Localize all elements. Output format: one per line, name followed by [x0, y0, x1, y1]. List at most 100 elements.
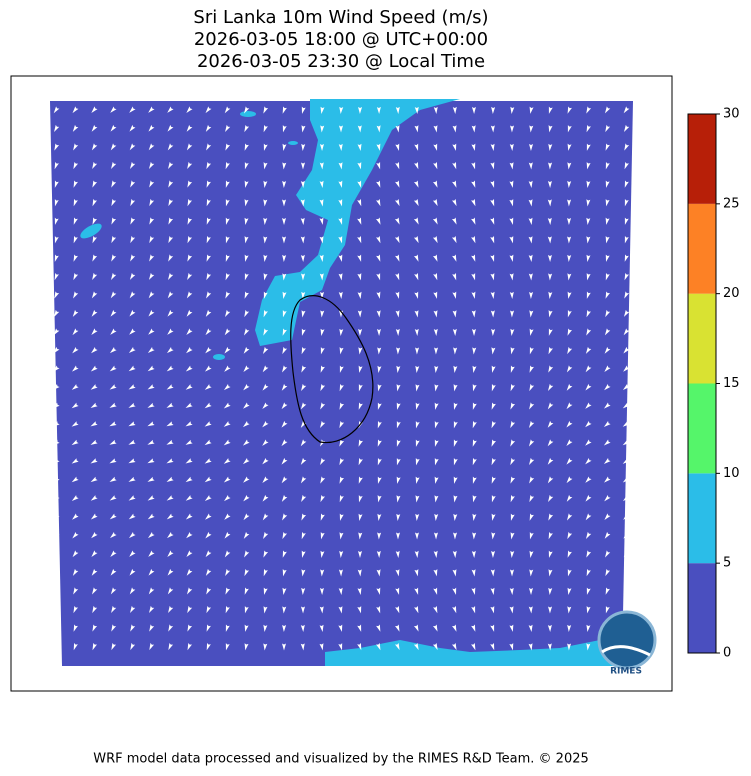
wind-arrow	[433, 587, 438, 595]
wind-arrow	[186, 568, 193, 576]
wind-arrow	[566, 420, 573, 428]
wind-arrow	[147, 513, 155, 520]
wind-arrow	[376, 217, 381, 225]
wind-arrow	[434, 513, 439, 521]
wind-arrow	[452, 310, 457, 318]
wind-arrow	[566, 439, 573, 447]
wind-arrow	[529, 550, 534, 558]
wind-arrow	[529, 143, 534, 151]
wind-arrow	[395, 328, 400, 336]
wind-arrow	[73, 624, 78, 632]
wind-arrow	[52, 421, 60, 427]
wind-arrow	[90, 384, 98, 390]
wind-arrow	[54, 199, 59, 207]
wind-arrow	[319, 199, 324, 207]
wind-region	[213, 354, 225, 360]
wind-arrow	[166, 513, 174, 520]
wind-arrow	[320, 457, 326, 466]
wind-arrow	[242, 421, 250, 428]
wind-arrow	[547, 624, 552, 632]
wind-arrow	[376, 125, 381, 133]
wind-arrow	[567, 550, 572, 558]
title-line: 2026-03-05 18:00 @ UTC+00:00	[194, 29, 488, 50]
wind-arrow	[130, 235, 136, 244]
wind-arrow	[263, 217, 268, 225]
wind-arrow	[338, 236, 343, 244]
wind-arrow	[52, 439, 60, 446]
wind-region	[288, 141, 298, 145]
wind-arrow	[90, 365, 98, 372]
wind-arrow	[567, 254, 572, 262]
wind-arrow	[510, 476, 516, 484]
wind-arrow	[567, 513, 573, 521]
wind-arrow	[186, 309, 193, 317]
wind-arrow	[433, 125, 438, 133]
wind-arrow	[548, 569, 553, 577]
wind-arrow	[300, 236, 305, 244]
wind-arrow	[396, 458, 401, 466]
wind-arrow	[605, 568, 611, 577]
wind-arrow	[92, 217, 97, 225]
wind-arrow	[224, 346, 231, 354]
wind-arrow	[205, 550, 212, 558]
wind-arrow	[452, 106, 457, 114]
wind-arrow	[623, 550, 630, 558]
wind-arrow	[281, 402, 288, 410]
wind-arrow	[54, 236, 59, 244]
wind-arrow	[282, 125, 287, 133]
wind-arrow	[54, 606, 59, 614]
wind-arrow	[110, 309, 117, 317]
wind-arrow	[376, 624, 381, 632]
wind-arrow	[510, 550, 515, 558]
wind-arrow	[396, 439, 401, 447]
wind-arrow	[282, 236, 287, 244]
wind-arrow	[433, 605, 438, 614]
wind-arrow	[206, 143, 212, 151]
wind-arrow	[320, 402, 326, 410]
wind-arrow	[185, 402, 193, 409]
wind-arrow	[225, 236, 230, 244]
wind-arrow	[491, 457, 496, 466]
colorbar-tick-label: 15	[723, 376, 740, 391]
wind-arrow	[396, 384, 401, 392]
wind-arrow	[566, 476, 573, 484]
wind-arrow	[396, 532, 401, 540]
wind-arrow	[148, 272, 155, 280]
wind-arrow	[453, 439, 458, 447]
wind-arrow	[471, 328, 476, 336]
wind-arrow	[224, 550, 231, 558]
wind-arrow	[130, 180, 136, 188]
wind-arrow	[358, 347, 363, 355]
wind-arrow	[490, 643, 495, 651]
wind-arrow	[548, 365, 554, 373]
wind-arrow	[471, 624, 476, 632]
wind-arrow	[223, 439, 231, 446]
wind-arrow	[585, 402, 592, 409]
title-line: 2026-03-05 23:30 @ Local Time	[197, 51, 485, 72]
wind-arrow	[451, 198, 457, 207]
wind-arrow	[90, 476, 98, 483]
wind-arrow	[223, 476, 231, 483]
wind-arrow	[149, 624, 155, 632]
wind-arrow	[320, 550, 325, 558]
wind-arrow	[71, 402, 79, 409]
wind-arrow	[91, 550, 98, 558]
wind-arrow	[263, 531, 269, 540]
wind-arrow	[52, 476, 60, 483]
wind-arrow	[453, 513, 458, 521]
wind-arrow	[244, 291, 249, 299]
wind-arrow	[414, 106, 419, 114]
wind-arrow	[453, 495, 458, 503]
wind-arrow	[357, 180, 362, 188]
wind-arrow	[434, 421, 439, 429]
wind-arrow	[433, 162, 438, 170]
wind-arrow	[282, 606, 287, 614]
colorbar: 0 5 10 15 20 25 30	[687, 107, 740, 661]
wind-arrow	[357, 217, 362, 225]
wind-arrow	[338, 217, 343, 225]
wind-arrow	[148, 328, 155, 335]
wind-arrow	[451, 217, 457, 225]
wind-arrow	[604, 106, 611, 114]
wind-arrow	[129, 291, 136, 299]
wind-arrow	[586, 273, 591, 281]
